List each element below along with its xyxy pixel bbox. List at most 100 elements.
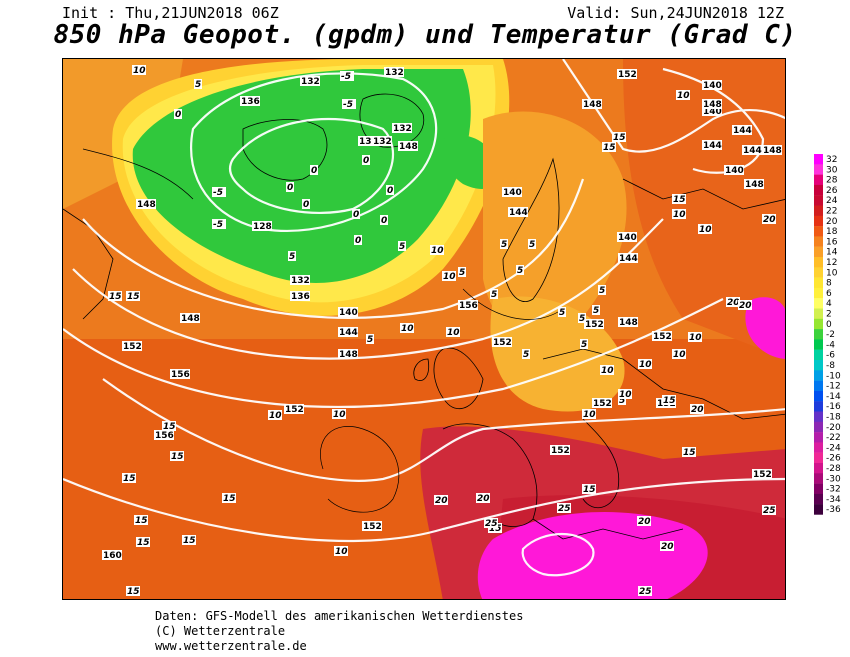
temperature-label-bg (682, 447, 696, 457)
temperature-label-bg (334, 546, 348, 556)
geopotential-label: 152 (593, 399, 612, 409)
geopotential-label: 132 (291, 276, 310, 286)
geopotential-label: 152 (653, 332, 672, 342)
geopotential-label-bg (732, 125, 752, 135)
legend-label: -24 (826, 443, 841, 453)
temperature-label-bg (162, 421, 176, 431)
geopotential-label: 144 (339, 328, 358, 338)
temperature-label-bg (612, 132, 626, 142)
temperature-label: 15 (583, 485, 596, 495)
temperature-label-bg (660, 541, 674, 551)
geopotential-label: 152 (753, 470, 772, 480)
temperature-label: 10 (619, 390, 632, 400)
temperature-label: 20 (661, 542, 674, 552)
geopotential-label-bg (724, 165, 744, 175)
geopotential-label: 140 (503, 188, 522, 198)
temperature-label: -5 (343, 100, 353, 110)
legend-swatch (814, 421, 823, 433)
temperature-label: 25 (763, 506, 776, 516)
temperature-label-bg (476, 493, 490, 503)
temperature-label-bg (618, 389, 632, 399)
geopotential-label-bg (300, 76, 320, 86)
legend-label: -8 (826, 361, 835, 371)
temperature-label-bg (762, 214, 776, 224)
geopotential-label: 148 (583, 100, 602, 110)
geopotential-label: 140 (725, 166, 744, 176)
geopotential-label-bg (702, 140, 722, 150)
temperature-label-bg (108, 291, 122, 301)
legend-swatch (814, 504, 823, 515)
legend-swatch (814, 226, 823, 237)
temperature-label-bg (386, 185, 394, 195)
legend-label: -18 (826, 413, 841, 423)
geopotential-label-bg (508, 207, 528, 217)
temperature-label: 20 (763, 215, 776, 225)
temperature-label-bg (637, 516, 651, 526)
temperature-label-bg (690, 404, 704, 414)
legend-swatch (814, 370, 823, 381)
geopotential-label: 144 (703, 141, 722, 151)
legend-label: -22 (826, 433, 841, 443)
geopotential-label: 136 (241, 97, 260, 107)
geopotential-label: 140 (618, 233, 637, 243)
temperature-label-bg (592, 305, 600, 315)
temperature-label: 25 (639, 587, 652, 597)
geopotential-label: 152 (123, 342, 142, 352)
temperature-label: 5 (289, 252, 295, 262)
temperature-label: 15 (603, 143, 616, 153)
geopotential-label: 140 (703, 107, 722, 117)
temperature-label-bg (458, 267, 466, 277)
geopotential-label-bg (392, 123, 412, 133)
temperature-label-bg (268, 410, 282, 420)
temperature-label-bg (134, 515, 148, 525)
chart-title: 850 hPa Geopot. (gpdm) und Temperatur (G… (53, 20, 797, 50)
geopotential-label: 160 (103, 551, 122, 561)
temperature-label: 5 (599, 286, 605, 296)
legend-label: -28 (826, 464, 841, 474)
temperature-label-bg (170, 451, 184, 461)
legend-swatch (814, 267, 823, 278)
legend-label: 26 (826, 186, 838, 196)
geopotential-label-bg (338, 327, 358, 337)
temperature-label: 10 (447, 328, 460, 338)
temperature-label-bg (598, 285, 606, 295)
geopotential-label-bg (592, 398, 612, 408)
temperature-label-bg (342, 99, 356, 109)
temperature-label-bg (194, 79, 202, 89)
temperature-label: 10 (689, 333, 702, 343)
geopotential-label: 148 (339, 350, 358, 360)
legend-swatch (814, 154, 823, 165)
legend-swatch (814, 411, 823, 422)
legend-swatch (814, 432, 823, 443)
legend-label: -4 (826, 340, 835, 350)
temperature-label: 10 (673, 210, 686, 220)
legend-label: 6 (826, 289, 832, 299)
geopotential-label-bg (458, 300, 478, 310)
temperature-label: 0 (387, 186, 393, 196)
temperature-label: 10 (677, 91, 690, 101)
geopotential-label-bg (652, 331, 672, 341)
geopotential-label: 152 (551, 446, 570, 456)
legend-swatch (814, 236, 823, 247)
geopotential-label-bg (338, 349, 358, 359)
legend-label: 0 (826, 320, 832, 330)
temperature-label-bg (132, 65, 146, 75)
legend-swatch (814, 277, 823, 289)
temperature-label-bg (672, 194, 686, 204)
legend-swatch (814, 442, 823, 453)
geopotential-label: 148 (619, 318, 638, 328)
temperature-label-bg (638, 586, 652, 596)
temperature-label-bg (122, 473, 136, 483)
legend-label: 22 (826, 207, 837, 217)
temperature-label: 15 (127, 292, 140, 302)
geopotential-label-bg (752, 469, 772, 479)
geopotential-label: 132 (373, 137, 392, 147)
legend-swatch (814, 308, 823, 319)
geopotential-label: 156 (171, 370, 190, 380)
geopotential-label: 140 (703, 81, 722, 91)
legend-label: -20 (826, 423, 841, 433)
temperature-label-bg (398, 241, 406, 251)
temperature-label-bg (602, 142, 616, 152)
temperature-label-bg (182, 535, 196, 545)
geopotential-label: 148 (137, 200, 156, 210)
